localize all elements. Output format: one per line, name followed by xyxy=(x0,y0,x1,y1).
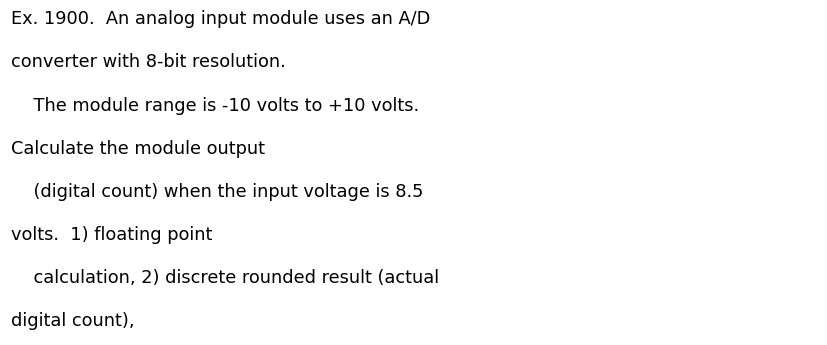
Text: The module range is -10 volts to +10 volts.: The module range is -10 volts to +10 vol… xyxy=(11,97,418,115)
Text: (digital count) when the input voltage is 8.5: (digital count) when the input voltage i… xyxy=(11,183,423,201)
Text: calculation, 2) discrete rounded result (actual: calculation, 2) discrete rounded result … xyxy=(11,269,438,287)
Text: converter with 8-bit resolution.: converter with 8-bit resolution. xyxy=(11,53,285,71)
Text: Ex. 1900.  An analog input module uses an A/D: Ex. 1900. An analog input module uses an… xyxy=(11,10,429,28)
Text: digital count),: digital count), xyxy=(11,312,134,330)
Text: volts.  1) floating point: volts. 1) floating point xyxy=(11,226,212,244)
Text: Calculate the module output: Calculate the module output xyxy=(11,140,265,158)
